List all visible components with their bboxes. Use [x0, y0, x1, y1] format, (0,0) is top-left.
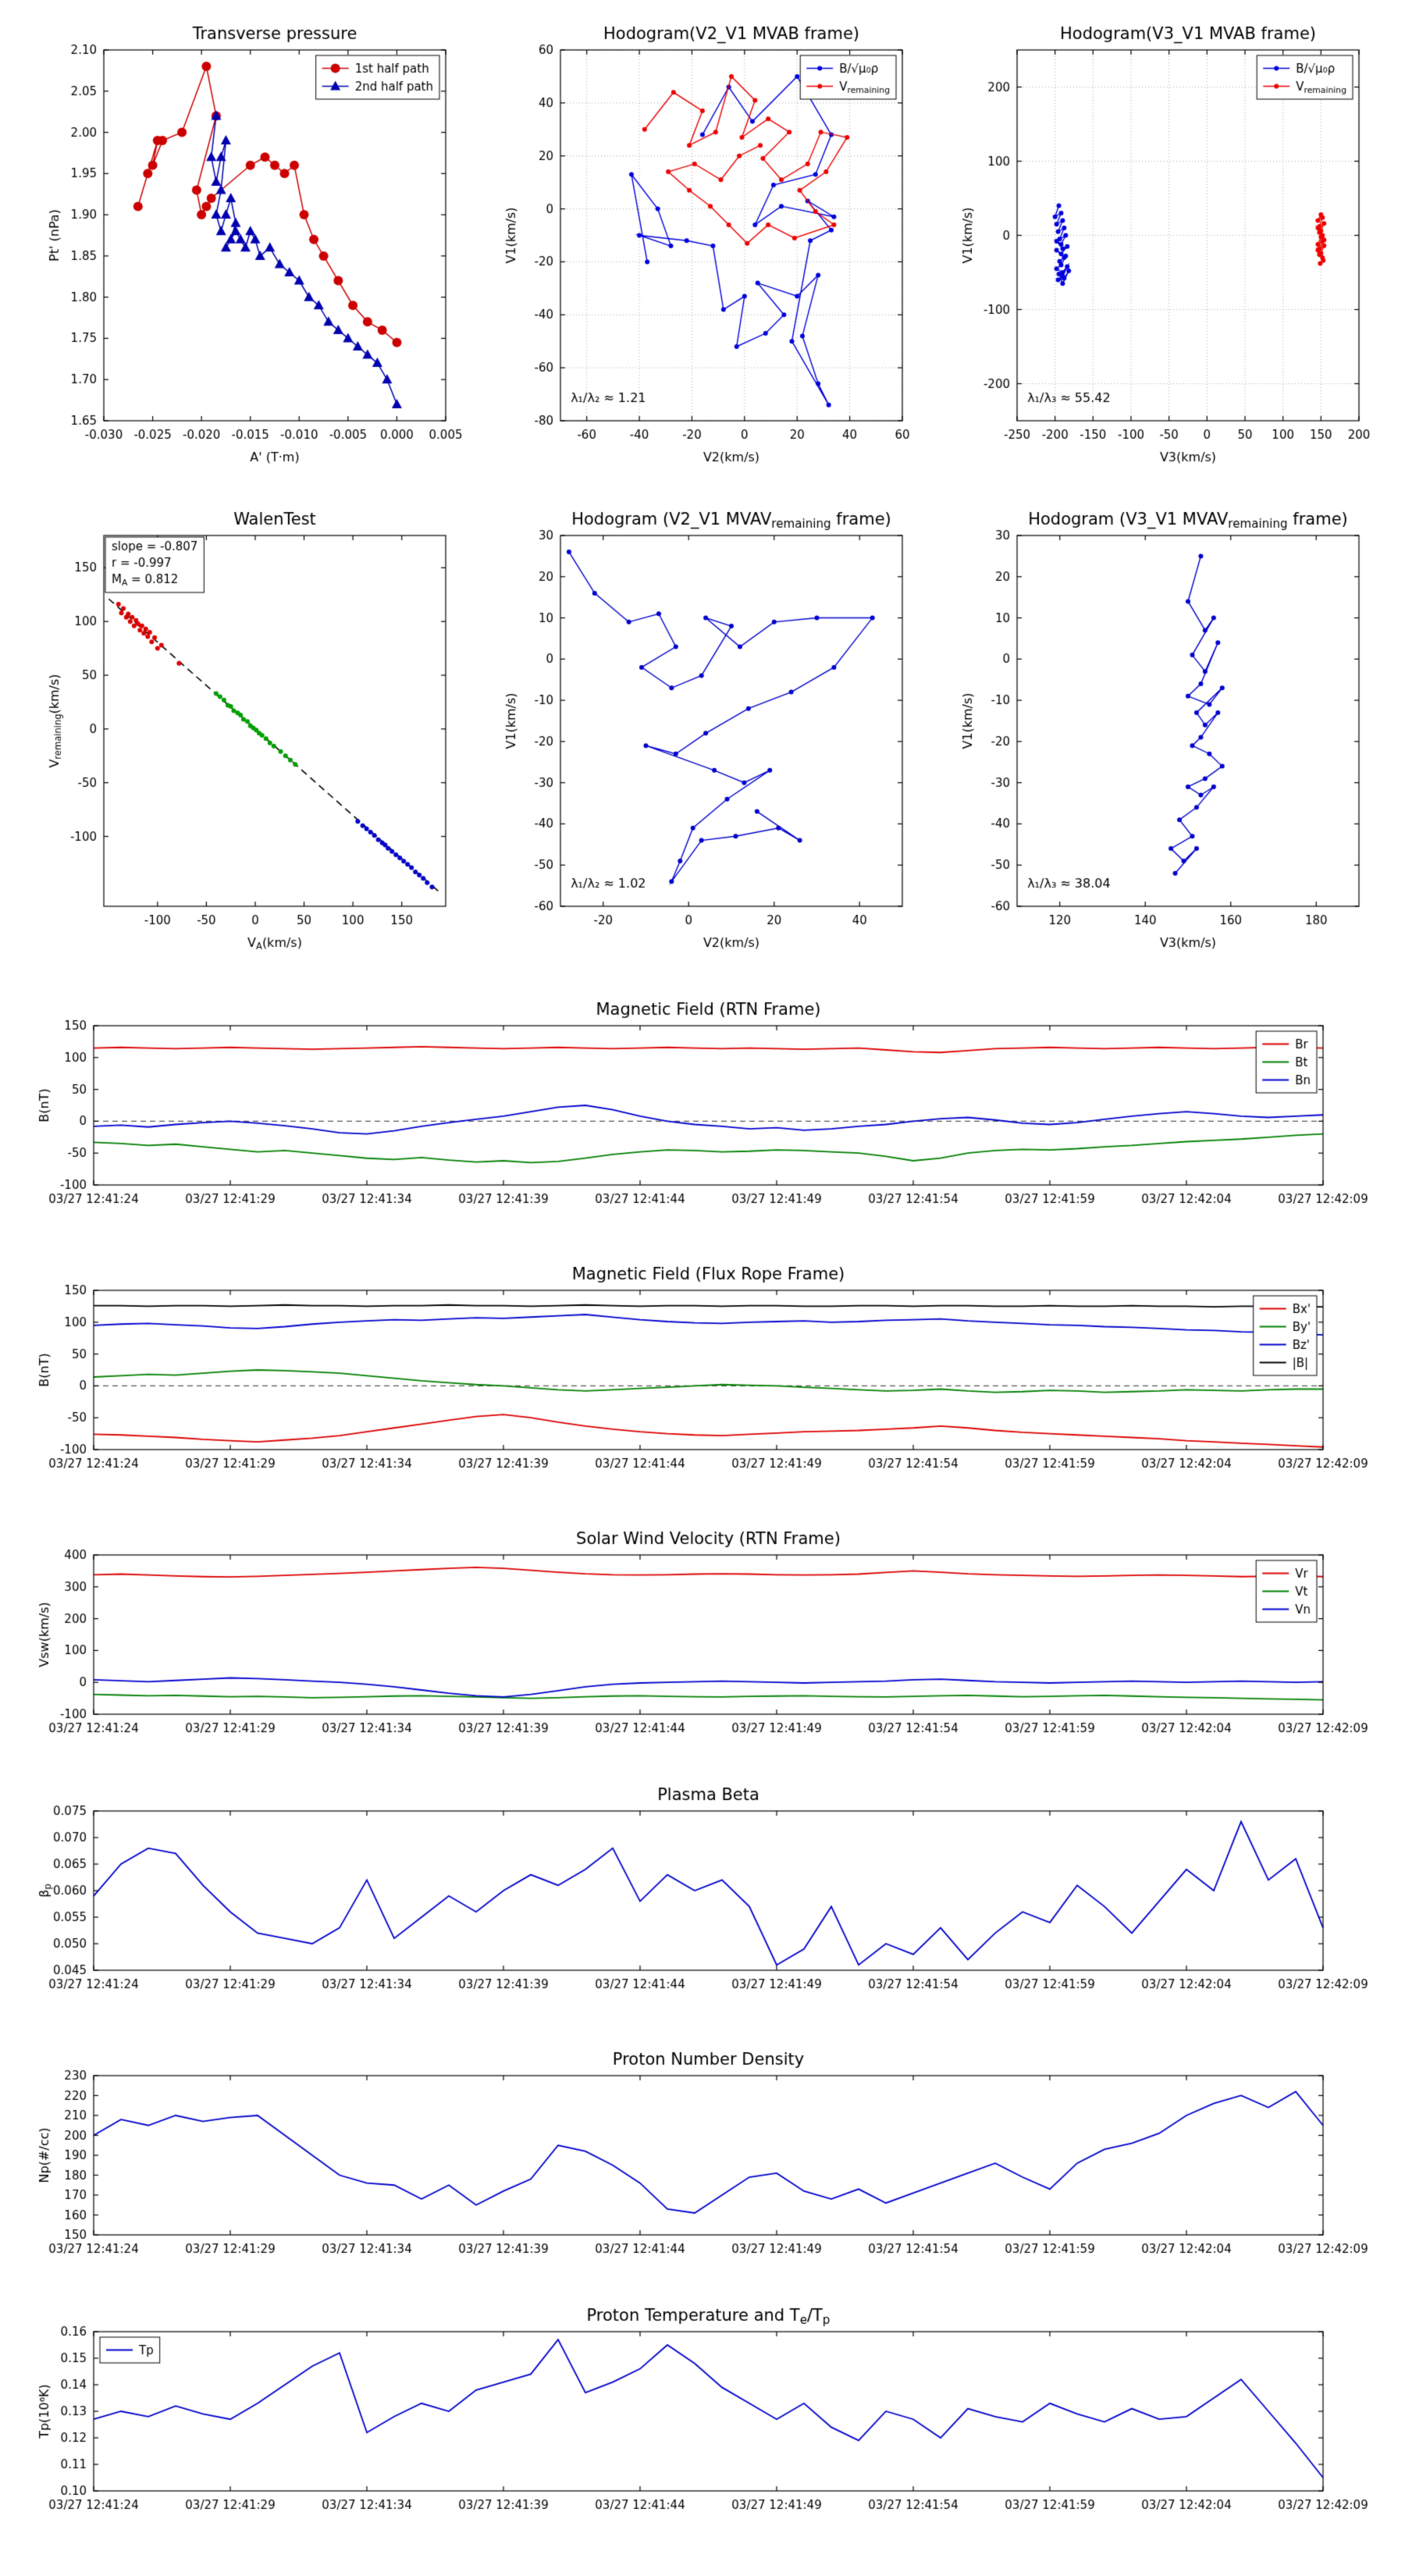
hodogram-v2v1-mvav-canvas — [500, 500, 921, 956]
chart-walen-test — [43, 500, 464, 956]
proton-density-canvas — [35, 2041, 1370, 2275]
mag-rtn-canvas — [35, 991, 1370, 1226]
vsw-rtn-canvas — [35, 1521, 1370, 1755]
walen-test-canvas — [43, 500, 464, 956]
mag-fluxrope-canvas — [35, 1256, 1370, 1490]
chart-plasma-beta — [35, 1777, 1370, 2011]
chart-proton-temp — [35, 2297, 1370, 2532]
chart-hodogram-v2v1-mvab — [500, 14, 921, 471]
chart-hodogram-v3v1-mvab — [956, 14, 1378, 471]
chart-proton-density — [35, 2041, 1370, 2275]
chart-vsw-rtn — [35, 1521, 1370, 1755]
hodogram-v3v1-mvab-canvas — [956, 14, 1378, 471]
hodogram-v2v1-mvab-canvas — [500, 14, 921, 471]
chart-hodogram-v2v1-mvav — [500, 500, 921, 956]
plasma-beta-canvas — [35, 1777, 1370, 2011]
hodogram-v3v1-mvav-canvas — [956, 500, 1378, 956]
chart-hodogram-v3v1-mvav — [956, 500, 1378, 956]
chart-mag-fluxrope — [35, 1256, 1370, 1490]
chart-mag-rtn — [35, 991, 1370, 1226]
transverse-pressure-canvas — [43, 14, 464, 471]
chart-transverse-pressure — [43, 14, 464, 471]
proton-temp-canvas — [35, 2297, 1370, 2532]
